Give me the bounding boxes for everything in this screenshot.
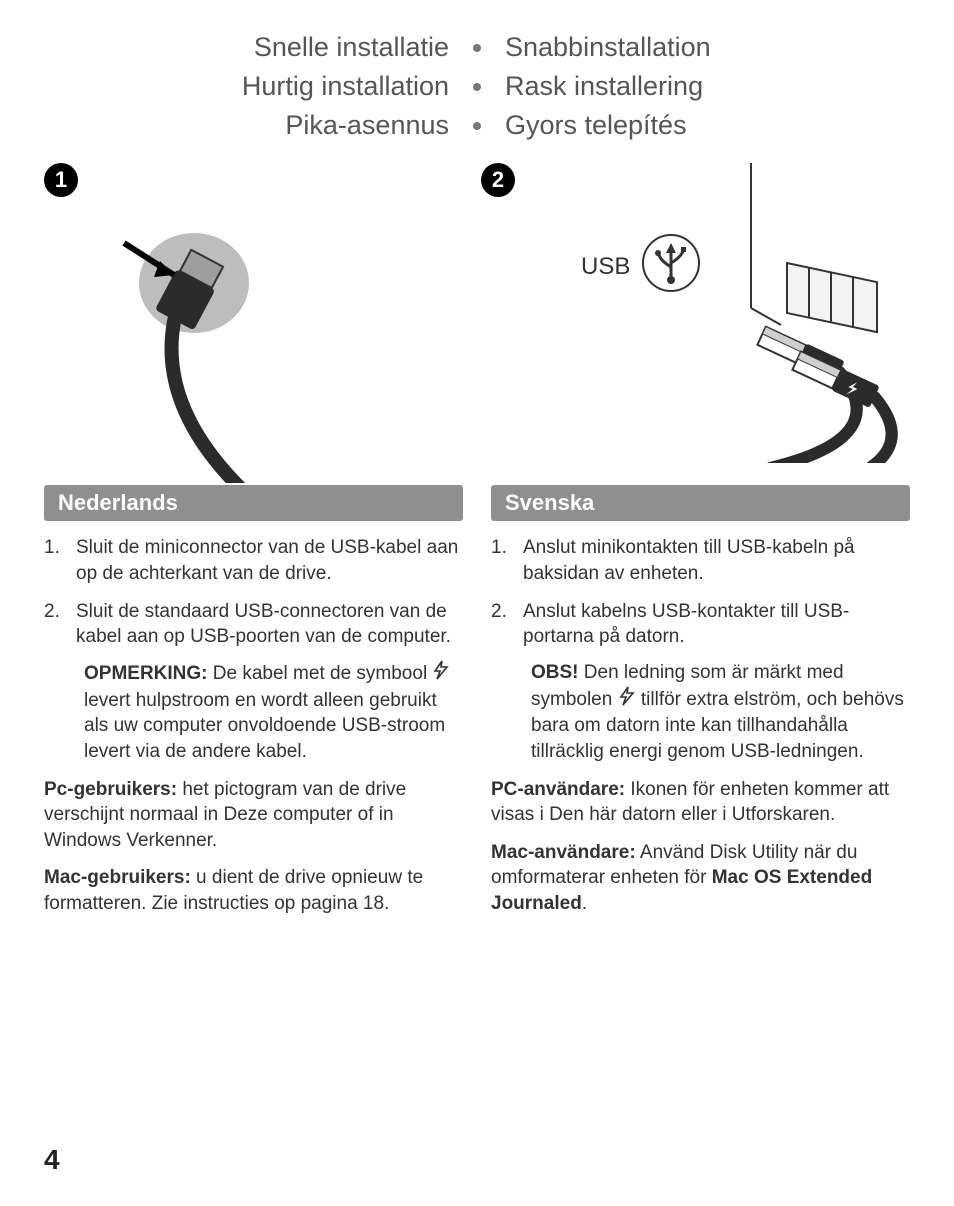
lightning-icon bbox=[432, 660, 450, 688]
sv-mac-text-after: . bbox=[582, 893, 587, 914]
sv-step-1-text: Anslut minikontakten till USB-kabeln på … bbox=[523, 537, 855, 584]
right-column: Svenska 1. Anslut minikontakten till USB… bbox=[491, 485, 910, 916]
sv-note: OBS! Den ledning som är märkt med symbol… bbox=[523, 660, 910, 765]
title-dot bbox=[473, 44, 481, 52]
step-number: 1. bbox=[44, 535, 60, 561]
title-dot bbox=[473, 122, 481, 130]
title-3-right: Gyors telepítés bbox=[505, 106, 725, 145]
nl-mac-label: Mac-gebruikers: bbox=[44, 867, 191, 888]
step-number: 1. bbox=[491, 535, 507, 561]
sv-mac-para: Mac-användare: Använd Disk Utility när d… bbox=[491, 840, 910, 917]
diagram-step-1: 1 bbox=[44, 163, 473, 463]
step-number: 2. bbox=[44, 599, 60, 625]
title-2-left: Hurtig installation bbox=[229, 67, 449, 106]
title-row-2: Hurtig installation Rask installering bbox=[44, 67, 910, 106]
sv-step-1: 1. Anslut minikontakten till USB-kabeln … bbox=[515, 535, 910, 586]
nl-step-2: 2. Sluit de standaard USB-connectoren va… bbox=[68, 599, 463, 765]
page-number: 4 bbox=[44, 1144, 60, 1176]
nl-pc-label: Pc-gebruikers: bbox=[44, 779, 177, 800]
title-dot bbox=[473, 83, 481, 91]
text-columns: Nederlands 1. Sluit de miniconnector van… bbox=[44, 485, 910, 916]
nl-steps: 1. Sluit de miniconnector van de USB-kab… bbox=[44, 535, 463, 764]
diagrams-row: 1 2 USB bbox=[44, 163, 910, 463]
sv-pc-label: PC-användare: bbox=[491, 779, 625, 800]
nl-note-after: levert hulpstroom en wordt alleen gebrui… bbox=[84, 690, 445, 762]
sv-steps: 1. Anslut minikontakten till USB-kabeln … bbox=[491, 535, 910, 764]
title-block: Snelle installatie Snabbinstallation Hur… bbox=[44, 28, 910, 145]
nl-mac-para: Mac-gebruikers: u dient de drive opnieuw… bbox=[44, 865, 463, 916]
sv-mac-label: Mac-användare: bbox=[491, 842, 636, 863]
sv-note-label: OBS! bbox=[531, 662, 579, 683]
sv-pc-para: PC-användare: Ikonen för enheten kommer … bbox=[491, 777, 910, 828]
diagram-step-2: 2 USB bbox=[481, 163, 910, 463]
title-3-left: Pika-asennus bbox=[229, 106, 449, 145]
nl-note-before: De kabel met de symbool bbox=[208, 663, 433, 684]
step-number: 2. bbox=[491, 599, 507, 625]
title-1-right: Snabbinstallation bbox=[505, 28, 725, 67]
nl-step-2-text: Sluit de standaard USB-connectoren van d… bbox=[76, 601, 451, 648]
nl-pc-para: Pc-gebruikers: het pictogram van de driv… bbox=[44, 777, 463, 854]
nl-note: OPMERKING: De kabel met de symbool lever… bbox=[76, 660, 463, 765]
nl-note-label: OPMERKING: bbox=[84, 663, 208, 684]
section-header-sv: Svenska bbox=[491, 485, 910, 521]
lightning-icon bbox=[618, 686, 636, 714]
title-row-1: Snelle installatie Snabbinstallation bbox=[44, 28, 910, 67]
title-row-3: Pika-asennus Gyors telepítés bbox=[44, 106, 910, 145]
usb-cable-illustration-icon bbox=[481, 163, 901, 463]
nl-step-1-text: Sluit de miniconnector van de USB-kabel … bbox=[76, 537, 458, 584]
title-2-right: Rask installering bbox=[505, 67, 725, 106]
nl-step-1: 1. Sluit de miniconnector van de USB-kab… bbox=[68, 535, 463, 586]
title-1-left: Snelle installatie bbox=[229, 28, 449, 67]
sv-step-2-text: Anslut kabelns USB-kontakter till USB-po… bbox=[523, 601, 849, 648]
left-column: Nederlands 1. Sluit de miniconnector van… bbox=[44, 485, 463, 916]
connector-illustration-icon bbox=[64, 183, 484, 483]
section-header-nl: Nederlands bbox=[44, 485, 463, 521]
sv-step-2: 2. Anslut kabelns USB-kontakter till USB… bbox=[515, 599, 910, 765]
